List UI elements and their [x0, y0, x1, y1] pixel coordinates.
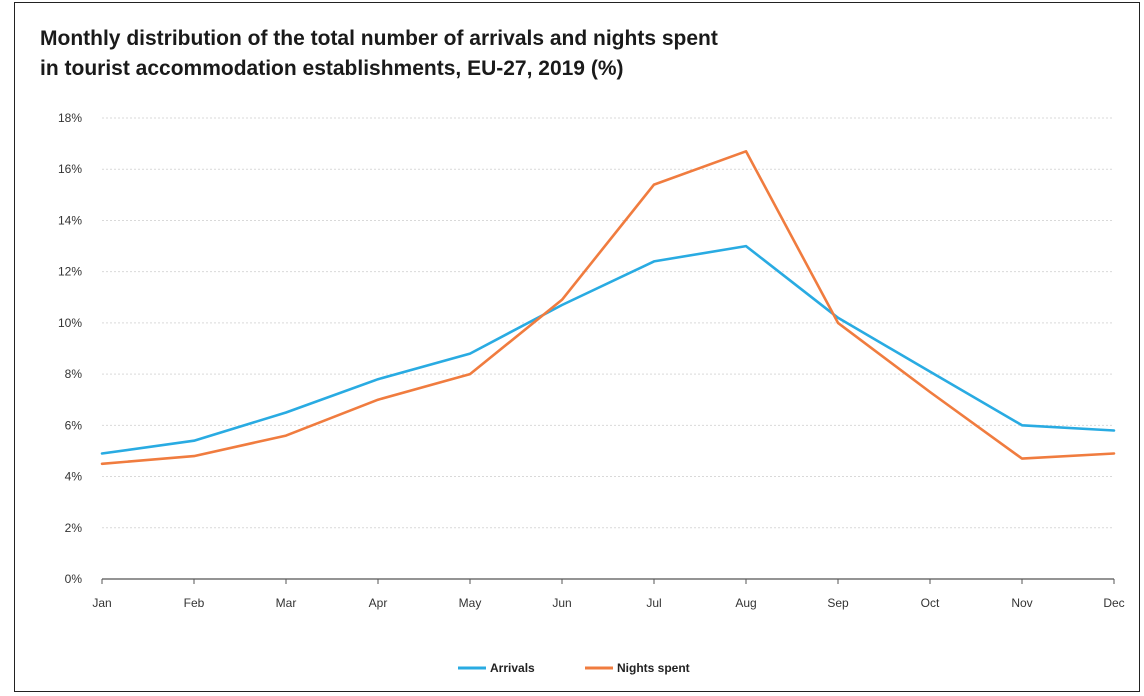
legend-item: Arrivals [458, 661, 535, 675]
data-point [193, 455, 195, 457]
y-tick-label: 18% [58, 111, 82, 125]
data-point [837, 322, 839, 324]
data-point [837, 316, 839, 319]
data-point [653, 260, 655, 263]
y-tick-labels: 0% 2% 4% 6% 8% 10% 12% 14% 16% 18% [58, 111, 82, 586]
data-point [561, 304, 563, 306]
data-point [1113, 452, 1115, 455]
y-tick-label: 16% [58, 162, 82, 176]
x-tick-label: Jul [646, 596, 661, 610]
axes [101, 578, 1115, 584]
series-lines [100, 150, 1116, 466]
chart-title-line-1: Monthly distribution of the total number… [40, 27, 718, 50]
x-tick-label: Feb [184, 596, 205, 610]
data-point [469, 352, 471, 355]
data-point [377, 398, 379, 401]
series-line-nights-spent [100, 150, 1116, 466]
y-tick-label: 4% [65, 470, 83, 484]
x-tick-label: May [459, 596, 482, 610]
x-tick-label: Jan [92, 596, 111, 610]
x-tick-label: Apr [369, 596, 388, 610]
gridlines [102, 117, 1114, 529]
chart-title-line-2: in tourist accommodation establishments,… [40, 57, 624, 80]
x-tick-label: Oct [921, 596, 940, 610]
data-point [469, 373, 471, 375]
chart-title: Monthly distribution of the total number… [40, 24, 718, 84]
data-point [101, 452, 103, 455]
data-point [377, 378, 379, 381]
x-tick-label: Dec [1103, 596, 1124, 610]
y-tick-label: 14% [58, 213, 82, 227]
legend-item: Nights spent [585, 661, 690, 675]
y-tick-label: 0% [65, 572, 83, 586]
series-line-arrivals [100, 244, 1116, 455]
y-tick-label: 2% [65, 521, 83, 535]
legend: Arrivals Nights spent [458, 661, 690, 675]
x-tick-labels: Jan Feb Mar Apr May Jun Jul Aug Sep Oct Nov Dec [92, 596, 1124, 610]
x-tick-label: Nov [1011, 596, 1032, 610]
data-point [193, 439, 195, 442]
legend-label: Arrivals [490, 661, 535, 675]
x-tick-label: Aug [735, 596, 756, 610]
y-tick-label: 12% [58, 265, 82, 279]
x-tick-label: Jun [552, 596, 571, 610]
data-point [561, 299, 563, 301]
y-tick-label: 10% [58, 316, 82, 330]
y-tick-label: 8% [65, 367, 83, 381]
data-point [1021, 457, 1023, 460]
data-point [101, 462, 103, 465]
data-point [285, 411, 287, 414]
chart-frame [14, 2, 1140, 692]
data-point [1021, 424, 1023, 427]
data-point [653, 183, 655, 186]
data-point [929, 370, 931, 373]
data-point [1113, 429, 1115, 432]
data-point [929, 391, 931, 393]
data-point [745, 245, 747, 247]
y-tick-label: 6% [65, 418, 83, 432]
x-tick-label: Mar [276, 596, 297, 610]
legend-label: Nights spent [617, 661, 690, 675]
data-point [745, 150, 747, 153]
x-tick-label: Sep [827, 596, 849, 610]
data-point [285, 434, 287, 437]
